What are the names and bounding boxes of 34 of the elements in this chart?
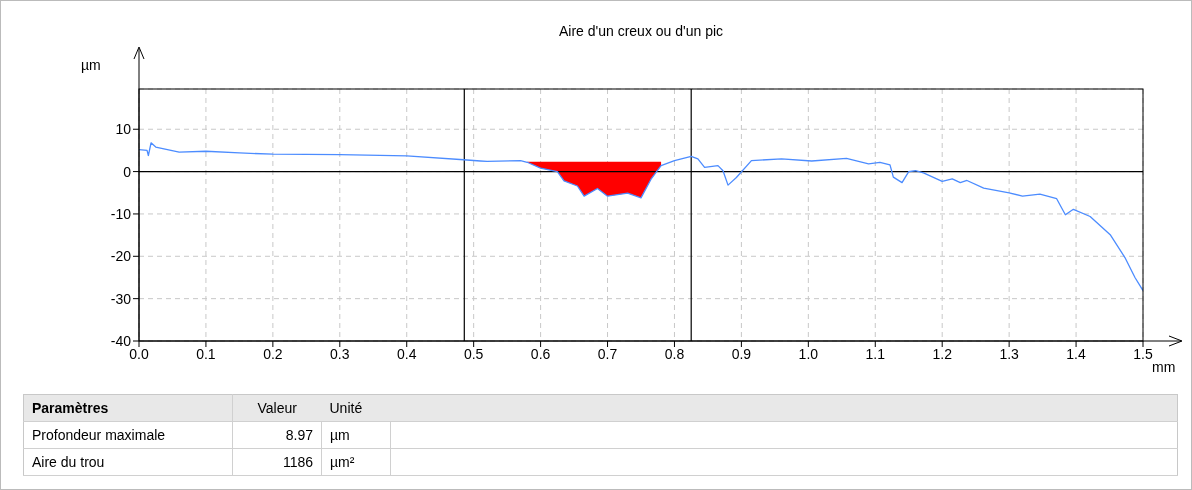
text: Unité xyxy=(329,400,363,416)
y-tick-label: -10 xyxy=(110,205,132,222)
text: Aire du trou xyxy=(23,448,233,476)
x-tick-label: 0.1 xyxy=(196,345,216,362)
text: Paramètres xyxy=(23,394,233,422)
y-tick-label: -20 xyxy=(110,248,132,265)
text: Profondeur maximale xyxy=(23,421,233,449)
y-tick-label: 0 xyxy=(123,163,132,180)
x-tick-label: 0.0 xyxy=(129,345,149,362)
x-tick-label: 0.3 xyxy=(330,345,350,362)
x-tick-label: 0.8 xyxy=(664,345,685,362)
x-tick-label: 0.4 xyxy=(397,345,417,362)
x-tick-label: 0.6 xyxy=(530,345,551,362)
text: µm xyxy=(330,427,350,443)
x-tick-label: 1.4 xyxy=(1066,345,1087,362)
y-tick-label: 10 xyxy=(115,121,132,138)
x-tick-label: 1.2 xyxy=(932,345,953,362)
text: µm² xyxy=(330,454,355,470)
x-tick-label: 0.9 xyxy=(731,345,752,362)
x-tick-label: 0.7 xyxy=(597,345,618,362)
text: 8.97 xyxy=(232,421,322,449)
x-tick-label: 1.5 xyxy=(1133,345,1153,362)
x-tick-label: 1.3 xyxy=(999,345,1020,362)
text: Valeur xyxy=(256,399,298,418)
x-tick-label: 0.5 xyxy=(463,345,484,362)
x-tick-label: 0.2 xyxy=(263,345,283,362)
chart-title: Aire d'un creux ou d'un pic xyxy=(557,23,725,39)
x-axis-title: mm xyxy=(1152,359,1176,375)
y-axis-title: µm xyxy=(81,57,101,73)
y-tick-label: -40 xyxy=(110,332,132,349)
text: 1186 xyxy=(232,448,322,476)
y-tick-label: -30 xyxy=(110,290,132,307)
x-tick-label: 1.1 xyxy=(865,345,886,362)
x-tick-label: 1.0 xyxy=(798,345,819,362)
